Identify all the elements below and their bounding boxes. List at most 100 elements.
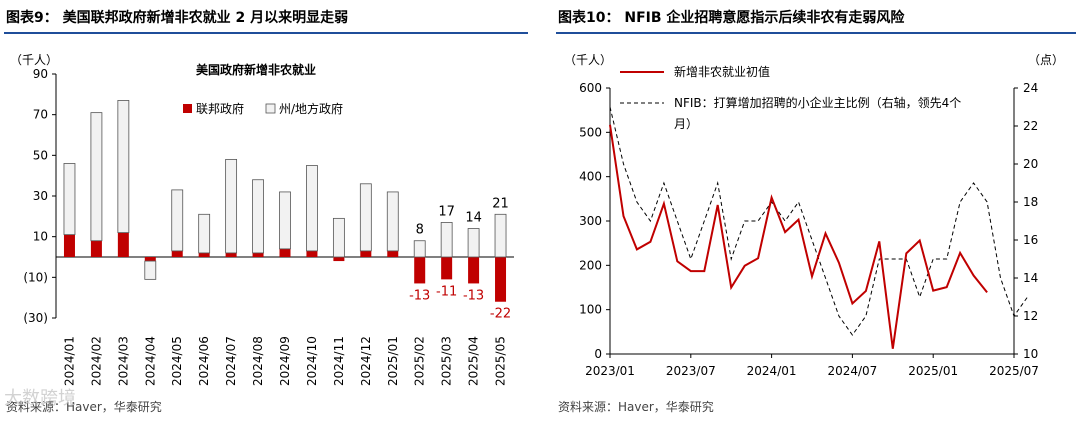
bar-federal bbox=[468, 257, 480, 284]
bar-state-local bbox=[198, 213, 211, 254]
bar-data-label: -11 bbox=[436, 284, 457, 299]
right-x-tick-label: 2024/01 bbox=[747, 364, 797, 378]
left-x-tick-label: 2025/05 bbox=[494, 336, 508, 386]
left-x-tick-label: 2024/12 bbox=[359, 336, 373, 386]
bar-federal bbox=[117, 232, 129, 257]
bar-state-local bbox=[467, 228, 480, 258]
legend-swatch-state-local bbox=[265, 103, 276, 114]
legend-label-nfib-cont: 月） bbox=[674, 117, 698, 131]
bar-state-local bbox=[90, 112, 103, 242]
right-left-tick-label: 400 bbox=[579, 170, 602, 184]
left-chart-svg: （千人） (30) (10) 10 30 50 70 90 2024/01 2024/02 2024… bbox=[10, 53, 514, 386]
bar-data-label: -22 bbox=[490, 307, 511, 322]
left-x-tick-label: 2024/11 bbox=[332, 336, 346, 386]
series-line-nfib-hiring-plans bbox=[609, 106, 1028, 336]
bar-state-local bbox=[413, 240, 426, 258]
left-chart-inner-title: 美国政府新增非农就业 bbox=[196, 62, 316, 77]
bar-federal bbox=[360, 250, 372, 257]
bar-state-local bbox=[117, 100, 130, 234]
left-title-rule bbox=[4, 32, 528, 34]
left-y-unit-label: （千人） bbox=[10, 53, 58, 67]
right-x-tick-label: 2023/01 bbox=[585, 364, 635, 378]
bar-state-local bbox=[359, 183, 372, 252]
bar-data-label: -13 bbox=[409, 288, 430, 303]
left-x-tick-label: 2025/01 bbox=[386, 336, 400, 386]
bar-state-local bbox=[144, 260, 157, 280]
legend-swatch-federal bbox=[183, 104, 192, 113]
legend-label-nfib: NFIB：打算增加招聘的小企业主比例（右轴，领先4个 bbox=[674, 95, 961, 110]
left-x-tick-label: 2024/03 bbox=[116, 336, 130, 386]
left-chart-title: 图表9： 美国联邦政府新增非农就业 2 月以来明显走弱 bbox=[6, 10, 349, 26]
left-y-tick-label: (30) bbox=[23, 311, 48, 325]
right-title-rule bbox=[556, 32, 1076, 34]
bar-state-local bbox=[225, 158, 238, 254]
bar-state-local bbox=[171, 189, 184, 252]
left-x-tick-label: 2024/01 bbox=[62, 336, 76, 386]
bar-federal bbox=[279, 248, 291, 257]
bar-state-local bbox=[386, 191, 399, 252]
right-left-tick-label: 100 bbox=[579, 303, 602, 317]
bar-federal bbox=[441, 257, 453, 280]
bar-federal bbox=[144, 257, 156, 262]
bar-federal bbox=[63, 234, 75, 257]
bar-state-local bbox=[332, 217, 345, 258]
bar-federal bbox=[306, 250, 318, 257]
right-chart-panel: 图表10： NFIB 企业招聘意愿指示后续非农有走弱风险 （千人） （点） 0 100… bbox=[552, 0, 1080, 423]
bar-state-local bbox=[440, 222, 453, 258]
bar-state-local bbox=[494, 213, 507, 258]
right-left-tick-label: 200 bbox=[579, 258, 602, 272]
left-y-tick-label: 90 bbox=[33, 67, 48, 81]
right-right-tick-label: 18 bbox=[1023, 195, 1038, 209]
bar-federal bbox=[387, 250, 399, 257]
left-x-tick-label: 2024/02 bbox=[89, 336, 103, 386]
bar-state-local bbox=[306, 165, 318, 252]
left-x-tick-label: 2025/04 bbox=[467, 336, 481, 386]
bar-federal bbox=[198, 252, 210, 257]
bar-data-label: -13 bbox=[463, 288, 484, 303]
right-x-tick-label: 2025/01 bbox=[908, 364, 958, 378]
left-y-tick-label: 30 bbox=[33, 189, 48, 203]
bar-state-local bbox=[63, 163, 76, 236]
bar-state-local bbox=[252, 179, 264, 254]
right-source-note: 资料来源：Haver，华泰研究 bbox=[558, 400, 714, 414]
left-x-tick-label: 2024/10 bbox=[305, 336, 319, 386]
right-left-tick-label: 300 bbox=[579, 214, 602, 228]
right-chart-svg: （千人） （点） 0 100 200 300 400 500 600 10 12 14 16 18 20 22… bbox=[564, 53, 1064, 378]
legend-label-nonfarm: 新增非农就业初值 bbox=[674, 64, 770, 79]
right-y-right-unit-label: （点） bbox=[1028, 53, 1064, 67]
right-right-tick-label: 22 bbox=[1023, 119, 1038, 133]
left-x-tick-label: 2024/08 bbox=[251, 336, 265, 386]
bar-federal bbox=[414, 257, 426, 284]
left-x-tick-label: 2025/03 bbox=[440, 336, 454, 386]
right-right-tick-label: 16 bbox=[1023, 233, 1038, 247]
right-left-tick-label: 0 bbox=[594, 347, 602, 361]
right-x-tick-label: 2023/07 bbox=[666, 364, 716, 378]
right-x-tick-label: 2024/07 bbox=[827, 364, 877, 378]
left-x-tick-label: 2024/04 bbox=[143, 336, 157, 386]
left-x-tick-label: 2024/06 bbox=[197, 336, 211, 386]
watermark-logo: 大数跨境 bbox=[4, 388, 76, 409]
series-line-nonfarm-initial bbox=[609, 124, 988, 349]
bar-federal bbox=[171, 250, 183, 257]
right-right-tick-label: 10 bbox=[1023, 347, 1038, 361]
left-y-tick-label: 50 bbox=[33, 148, 48, 162]
right-left-tick-label: 600 bbox=[579, 81, 602, 95]
bar-federal bbox=[495, 257, 507, 302]
bar-data-label: 8 bbox=[416, 223, 424, 238]
legend-label-state-local: 州/地方政府 bbox=[279, 101, 343, 116]
left-chart-panel: 图表9： 美国联邦政府新增非农就业 2 月以来明显走弱 （千人） (30) (10)… bbox=[0, 0, 532, 423]
right-x-tick-label: 2025/07 bbox=[989, 364, 1039, 378]
right-chart-title: 图表10： NFIB 企业招聘意愿指示后续非农有走弱风险 bbox=[558, 10, 905, 26]
left-x-tick-label: 2024/07 bbox=[224, 336, 238, 386]
bar-federal bbox=[90, 240, 102, 257]
legend-label-federal: 联邦政府 bbox=[196, 101, 244, 116]
left-y-tick-label: 70 bbox=[33, 108, 48, 122]
bar-federal bbox=[225, 252, 237, 257]
bar-data-label: 21 bbox=[492, 196, 509, 211]
left-y-tick-label: 10 bbox=[33, 230, 48, 244]
right-right-tick-label: 14 bbox=[1023, 271, 1038, 285]
bar-state-local bbox=[279, 191, 291, 250]
left-source-note: 资料来源：Haver，华泰研究 bbox=[6, 400, 162, 414]
right-left-tick-label: 500 bbox=[579, 125, 602, 139]
left-x-tick-label: 2024/05 bbox=[170, 336, 184, 386]
